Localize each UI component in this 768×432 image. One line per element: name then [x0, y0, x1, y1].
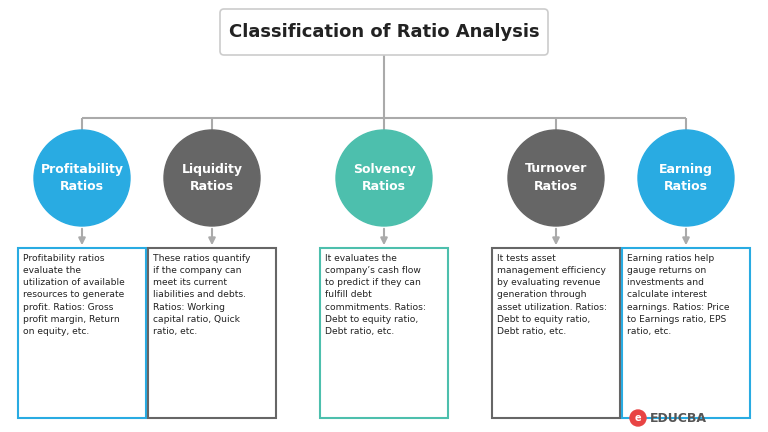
Text: Profitability ratios
evaluate the
utilization of available
resources to generate: Profitability ratios evaluate the utiliz…: [23, 254, 124, 336]
FancyBboxPatch shape: [492, 248, 620, 418]
Text: Liquidity
Ratios: Liquidity Ratios: [181, 162, 243, 194]
Text: It tests asset
management efficiency
by evaluating revenue
generation through
as: It tests asset management efficiency by …: [497, 254, 607, 336]
Circle shape: [164, 130, 260, 226]
Text: It evaluates the
company’s cash flow
to predict if they can
fulfill debt
commitm: It evaluates the company’s cash flow to …: [325, 254, 426, 336]
Text: Turnover
Ratios: Turnover Ratios: [525, 162, 588, 194]
Circle shape: [34, 130, 130, 226]
Text: Earning
Ratios: Earning Ratios: [659, 162, 713, 194]
Text: Solvency
Ratios: Solvency Ratios: [353, 162, 415, 194]
Text: Earning ratios help
gauge returns on
investments and
calculate interest
earnings: Earning ratios help gauge returns on inv…: [627, 254, 730, 336]
FancyBboxPatch shape: [622, 248, 750, 418]
Circle shape: [508, 130, 604, 226]
Circle shape: [630, 410, 646, 426]
Circle shape: [336, 130, 432, 226]
Text: Profitability
Ratios: Profitability Ratios: [41, 162, 124, 194]
Text: These ratios quantify
if the company can
meet its current
liabilities and debts.: These ratios quantify if the company can…: [153, 254, 250, 336]
FancyBboxPatch shape: [148, 248, 276, 418]
Text: EDUCBA: EDUCBA: [650, 412, 707, 425]
FancyBboxPatch shape: [320, 248, 448, 418]
FancyBboxPatch shape: [220, 9, 548, 55]
FancyBboxPatch shape: [18, 248, 146, 418]
Text: e: e: [634, 413, 641, 423]
Circle shape: [638, 130, 734, 226]
Text: Classification of Ratio Analysis: Classification of Ratio Analysis: [229, 23, 539, 41]
